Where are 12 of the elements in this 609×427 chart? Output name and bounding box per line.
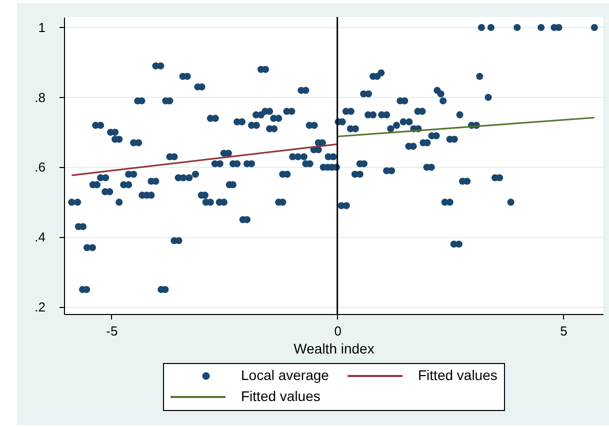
x-tick-label: 5: [560, 324, 568, 338]
x-axis-title: Wealth index: [294, 340, 374, 356]
y-tick-label: .8: [34, 90, 46, 105]
x-tick-label: -5: [106, 324, 118, 338]
x-tick-label: 0: [334, 324, 342, 338]
y-tick-label: .4: [34, 230, 46, 245]
legend-label: Fitted values: [241, 388, 320, 404]
y-tick-label: 1: [38, 20, 46, 35]
y-tick-label: .6: [34, 160, 46, 175]
legend-label: Local average: [241, 367, 330, 383]
legend-label: Fitted values: [418, 367, 498, 383]
y-tick-label: .2: [34, 300, 46, 315]
